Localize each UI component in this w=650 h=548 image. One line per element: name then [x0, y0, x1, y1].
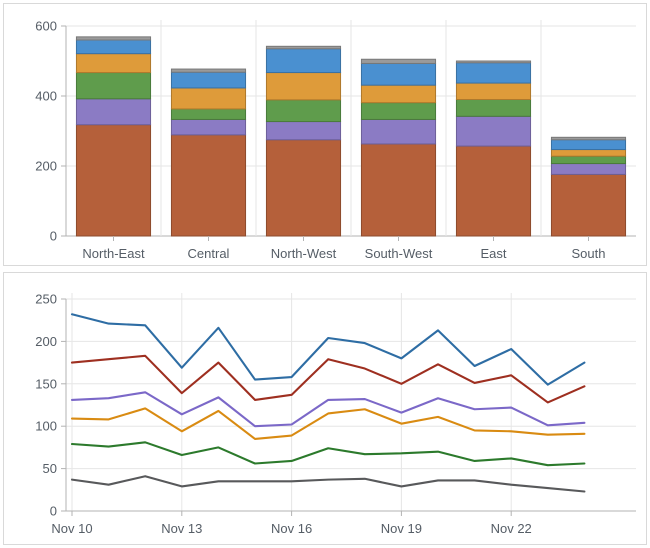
bar-segment[interactable] [75, 72, 152, 100]
bar-segment[interactable] [170, 68, 247, 73]
line-y-axis: 0 50 100 150 200 250 [35, 292, 67, 519]
stacked-bar-chart[interactable]: 0 200 400 600 North-East Central North-West Sou… [4, 4, 646, 265]
bar-segment[interactable] [265, 99, 342, 123]
bar-y-axis: 0 200 400 600 [35, 19, 67, 244]
x-axis-category-label: South [572, 246, 606, 261]
bar-segment[interactable] [455, 145, 532, 237]
line-series-group [70, 313, 586, 493]
x-axis-category-label: South-West [365, 246, 433, 261]
bar-segment[interactable] [550, 155, 627, 165]
x-axis-tick-label: Nov 16 [271, 521, 312, 536]
bar-segment[interactable] [360, 84, 437, 104]
bar-segment[interactable] [550, 163, 627, 175]
y-axis-tick-label: 200 [35, 159, 57, 174]
x-axis-category-label: Central [188, 246, 230, 261]
y-axis-tick-label: 200 [35, 334, 57, 349]
y-axis-tick-label: 400 [35, 89, 57, 104]
bar-segment[interactable] [550, 173, 627, 237]
bar-segment[interactable] [360, 102, 437, 120]
bar-stack[interactable] [265, 45, 342, 237]
bar-segment[interactable] [170, 71, 247, 89]
bar-segment[interactable] [550, 136, 627, 141]
x-axis-category-label: North-East [82, 246, 145, 261]
bar-segment[interactable] [170, 134, 247, 237]
bar-segment[interactable] [75, 53, 152, 74]
bar-segment[interactable] [360, 58, 437, 64]
x-axis-category-label: East [480, 246, 506, 261]
bar-segment[interactable] [170, 87, 247, 110]
line-chart-panel: 0 50 100 150 200 250 Nov 10 Nov 13 Nov 16 Nov 19 N… [3, 272, 647, 545]
line-series[interactable] [70, 441, 586, 467]
bar-stack[interactable] [455, 60, 532, 237]
line-series[interactable] [70, 354, 586, 404]
bar-stack[interactable] [75, 36, 152, 237]
bar-segment[interactable] [75, 39, 152, 55]
bar-segment[interactable] [455, 60, 532, 64]
bar-segment[interactable] [265, 45, 342, 50]
y-axis-tick-label: 600 [35, 19, 57, 34]
bar-segment[interactable] [170, 108, 247, 120]
bar-segment[interactable] [75, 98, 152, 126]
bar-segment[interactable] [170, 118, 247, 136]
bar-segment[interactable] [360, 62, 437, 86]
bar-segment[interactable] [550, 139, 627, 151]
y-axis-tick-label: 0 [50, 504, 57, 519]
bar-segment[interactable] [360, 118, 437, 145]
bar-segment[interactable] [75, 124, 152, 237]
bar-chart-panel: 0 200 400 600 North-East Central North-West Sou… [3, 3, 647, 266]
y-axis-tick-label: 100 [35, 419, 57, 434]
bar-segment[interactable] [455, 82, 532, 101]
bar-segment[interactable] [265, 72, 342, 101]
line-x-axis: Nov 10 Nov 13 Nov 16 Nov 19 Nov 22 [51, 511, 532, 536]
x-axis-tick-label: Nov 10 [51, 521, 92, 536]
bar-segment[interactable] [75, 36, 152, 41]
x-axis-tick-label: Nov 13 [161, 521, 202, 536]
bar-segment[interactable] [455, 62, 532, 84]
y-axis-tick-label: 150 [35, 376, 57, 391]
bar-stack[interactable] [360, 58, 437, 237]
bar-segment[interactable] [455, 115, 532, 147]
line-series[interactable] [70, 475, 586, 493]
bar-segment[interactable] [265, 48, 342, 74]
bar-segment[interactable] [265, 139, 342, 237]
bar-segment[interactable] [550, 149, 627, 157]
y-axis-tick-label: 50 [43, 461, 57, 476]
y-axis-tick-label: 0 [50, 229, 57, 244]
bar-category-separators [160, 20, 542, 236]
x-axis-category-label: North-West [271, 246, 337, 261]
y-axis-tick-label: 250 [35, 292, 57, 307]
line-series[interactable] [70, 313, 586, 386]
bar-segment[interactable] [360, 143, 437, 237]
x-axis-tick-label: Nov 19 [381, 521, 422, 536]
bar-segment[interactable] [265, 121, 342, 141]
bar-series-group [75, 36, 627, 237]
bar-segment[interactable] [455, 99, 532, 117]
bar-stack[interactable] [550, 136, 627, 237]
x-axis-tick-label: Nov 22 [491, 521, 532, 536]
bar-stack[interactable] [170, 68, 247, 237]
line-series[interactable] [70, 407, 586, 440]
line-series[interactable] [70, 391, 586, 428]
